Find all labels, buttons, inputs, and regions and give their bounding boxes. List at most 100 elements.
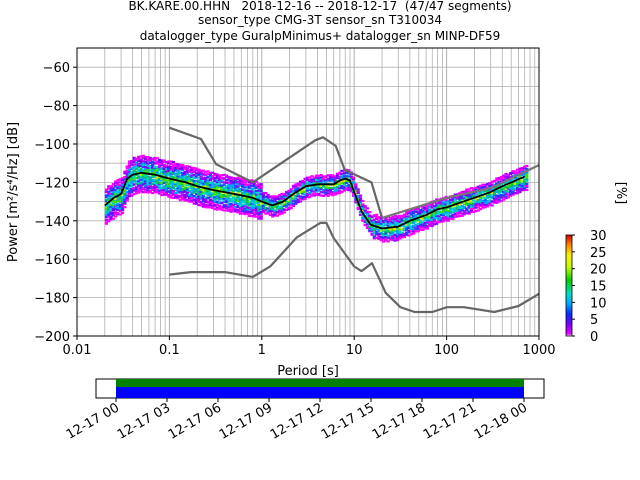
heatmap-cell	[130, 178, 134, 181]
heatmap-cell	[187, 168, 192, 171]
heatmap-cell	[335, 192, 340, 195]
heatmap-cell	[504, 175, 508, 178]
heatmap-cell	[386, 230, 390, 233]
heatmap-cell	[183, 189, 187, 192]
heatmap-cell	[335, 189, 340, 192]
heatmap-cell	[291, 197, 296, 200]
heatmap-cell	[525, 172, 529, 175]
heatmap-cell	[268, 209, 273, 212]
heatmap-cell	[481, 205, 485, 208]
heatmap-cell	[483, 185, 487, 188]
heatmap-cell	[238, 177, 242, 180]
heatmap-cell	[130, 176, 134, 179]
heatmap-cell	[368, 226, 372, 230]
heatmap-cell	[472, 187, 476, 190]
heatmap-cell	[273, 195, 277, 198]
heatmap-cell	[273, 209, 277, 212]
heatmap-cell	[157, 162, 162, 166]
heatmap-cell	[506, 186, 510, 189]
heatmap-cell	[243, 193, 247, 196]
heatmap-cell	[261, 193, 266, 197]
heatmap-cell	[518, 168, 522, 172]
heatmap-cell	[446, 209, 450, 212]
heatmap-cell	[522, 183, 527, 186]
heatmap-cell	[190, 166, 194, 170]
heatmap-cell	[185, 195, 189, 198]
heatmap-cell	[176, 194, 180, 197]
heatmap-cell	[520, 187, 524, 190]
heatmap-cell	[146, 183, 150, 186]
heatmap-cell	[231, 208, 236, 212]
heatmap-cell	[317, 177, 321, 180]
heatmap-cell	[167, 190, 171, 193]
heatmap-cell	[349, 186, 353, 189]
heatmap-cell	[201, 176, 206, 179]
heatmap-cell	[446, 217, 450, 220]
heatmap-cell	[171, 164, 176, 167]
heatmap-cell	[220, 193, 224, 197]
heatmap-cell	[497, 190, 501, 193]
heatmap-cell	[181, 166, 185, 169]
heatmap-cell	[462, 201, 467, 205]
heatmap-cell	[218, 204, 222, 207]
heatmap-cell	[444, 198, 448, 202]
heatmap-cell	[305, 181, 309, 184]
heatmap-cell	[439, 204, 443, 207]
heatmap-cell	[234, 186, 238, 189]
heatmap-cell	[504, 197, 508, 200]
heatmap-cell	[421, 205, 425, 208]
heatmap-cell	[268, 211, 273, 214]
heatmap-cell	[511, 188, 515, 191]
heatmap-cell	[109, 185, 113, 188]
heatmap-cell	[243, 196, 247, 199]
heatmap-cell	[118, 181, 122, 184]
heatmap-cell	[511, 170, 515, 173]
heatmap-cell	[211, 199, 215, 202]
heatmap-cell	[116, 200, 120, 203]
heatmap-cell	[370, 230, 374, 233]
heatmap-cell	[238, 182, 242, 186]
heatmap-cell	[294, 199, 298, 203]
heatmap-cell	[109, 213, 113, 216]
heatmap-cell	[118, 195, 122, 198]
heatmap-cell	[116, 183, 120, 186]
heatmap-cell	[495, 189, 499, 192]
heatmap-cell	[181, 196, 185, 199]
heatmap-cell	[331, 178, 335, 181]
heatmap-cell	[204, 188, 208, 191]
heatmap-cell	[365, 207, 370, 210]
heatmap-cell	[388, 227, 393, 231]
heatmap-cell	[479, 190, 483, 194]
heatmap-cell	[257, 189, 261, 192]
heatmap-cell	[167, 173, 171, 177]
heatmap-cell	[120, 207, 125, 210]
heatmap-cell	[114, 188, 118, 192]
heatmap-cell	[111, 205, 115, 208]
heatmap-cell	[259, 183, 263, 186]
heatmap-cell	[504, 181, 508, 184]
heatmap-cell	[218, 189, 222, 192]
heatmap-cell	[153, 161, 157, 165]
heatmap-cell	[449, 208, 453, 212]
heatmap-cell	[250, 206, 254, 210]
heatmap-cell	[144, 169, 148, 172]
heatmap-cell	[192, 195, 196, 198]
heatmap-cell	[451, 210, 455, 213]
heatmap-cell	[167, 169, 171, 172]
heatmap-cell	[379, 235, 383, 239]
heatmap-cell	[495, 201, 499, 204]
heatmap-cell	[303, 190, 307, 193]
heatmap-cell	[204, 197, 208, 200]
heatmap-cell	[278, 209, 282, 212]
heatmap-cell	[116, 189, 120, 192]
heatmap-cell	[400, 217, 404, 220]
heatmap-cell	[169, 183, 173, 186]
heatmap-cell	[479, 200, 483, 203]
heatmap-cell	[467, 193, 471, 196]
heatmap-cell	[418, 216, 423, 220]
heatmap-cell	[208, 203, 212, 207]
heatmap-cell	[199, 193, 203, 196]
heatmap-cell	[178, 188, 182, 192]
heatmap-cell	[144, 173, 148, 176]
heatmap-cell	[345, 175, 349, 178]
